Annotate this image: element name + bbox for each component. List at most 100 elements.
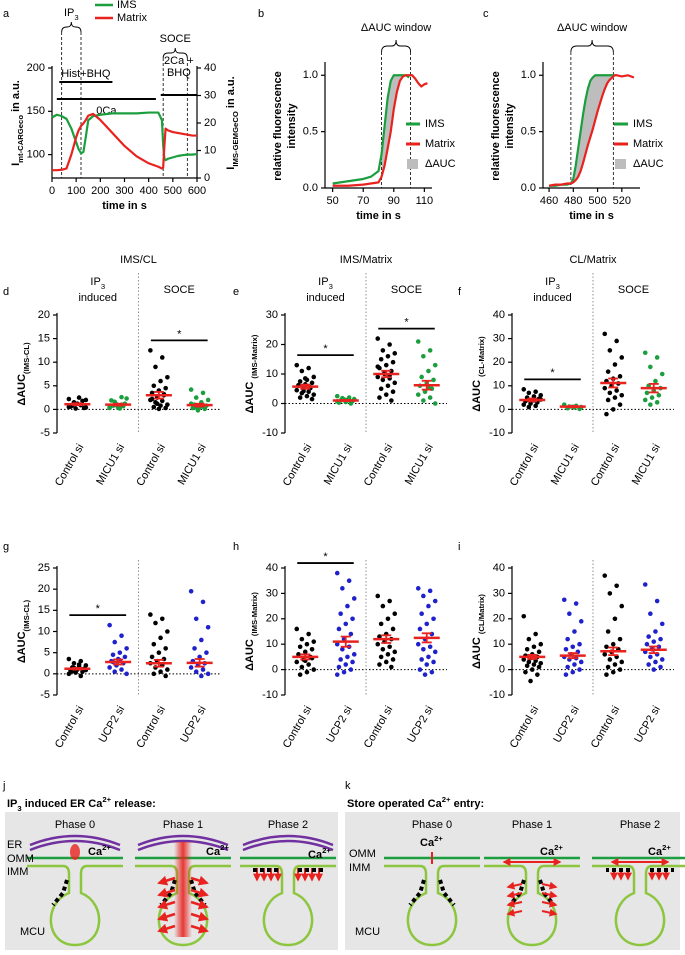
data-point [653, 629, 658, 634]
data-point [351, 596, 357, 601]
membrane-label: OMM [349, 848, 376, 860]
data-point [614, 338, 619, 344]
data-point [387, 598, 392, 604]
window-brace [381, 39, 412, 53]
group-label: SOCE [391, 284, 422, 296]
data-point [159, 355, 165, 360]
data-point [654, 355, 660, 360]
x-axis-label: time in s [569, 210, 614, 222]
ca-arrow [506, 899, 523, 908]
data-point [523, 669, 528, 675]
y2-axis-label: IIMS-GEMGeCO in a.u. [225, 76, 240, 169]
data-point [309, 380, 315, 386]
data-point [427, 644, 433, 650]
y-axis-label-group: relative fluorescence intensity [490, 71, 516, 180]
data-point [651, 667, 657, 672]
data-point [602, 573, 608, 578]
ca-arrow [541, 881, 558, 890]
x-tick-label: 460 [540, 195, 558, 207]
category-label: Control si [362, 442, 396, 488]
data-point [159, 398, 165, 404]
data-point [607, 591, 613, 596]
data-point [387, 342, 392, 347]
legend-label: IMS [425, 118, 445, 130]
data-point [188, 588, 194, 594]
data-point [350, 616, 355, 622]
data-point [76, 662, 82, 667]
data-point [422, 389, 428, 395]
ca-label-part: 2+ [434, 834, 443, 843]
legend-swatch [615, 159, 626, 169]
ca-arrow [506, 908, 523, 917]
data-point [614, 583, 619, 589]
y-tick-label: 15 [38, 604, 50, 616]
y2-axis-label-part: I [225, 167, 237, 170]
data-point [419, 657, 424, 662]
significance-label: * [550, 367, 555, 379]
y2-axis-label-part: IMS-GEMGeCO [231, 111, 240, 167]
y-tick-label: 0.5 [521, 126, 536, 138]
y-tick-label: 40 [204, 62, 216, 74]
significance-label: * [177, 328, 182, 340]
data-point [66, 396, 72, 402]
y2-axis-label-group: IIMS-GEMGeCO in a.u. [225, 76, 240, 169]
data-point [294, 626, 300, 632]
data-point [531, 644, 537, 650]
data-point [422, 672, 428, 677]
y-axis-label: ΔAUC (IMS-Matrix) [244, 334, 259, 413]
data-point [392, 380, 398, 386]
group-label: SOCE [164, 284, 195, 296]
data-point [659, 657, 665, 662]
y-tick-label: 150 [27, 105, 45, 117]
phase-label: Phase 0 [412, 819, 452, 831]
data-point [199, 637, 204, 643]
data-point [572, 629, 577, 634]
ca-label: Ca2+ [308, 846, 331, 861]
panel-letter: b [258, 8, 264, 20]
data-point [348, 631, 354, 637]
data-point [619, 392, 625, 398]
membrane-label: MCU [355, 926, 380, 938]
data-point [529, 667, 535, 672]
group-label-part: 3 [556, 282, 560, 291]
legend-label: IMS [117, 0, 137, 11]
y-axis-label: ΔAUC (IMS-Matrix) [244, 592, 259, 671]
data-point [536, 649, 542, 655]
x-tick-label: 0 [49, 185, 55, 197]
data-point [338, 611, 343, 617]
data-point [390, 389, 396, 395]
y-tick-label: 40 [493, 562, 505, 574]
data-point [340, 586, 345, 591]
ca-label: Ca2+ [88, 843, 111, 858]
ca-label-part: 2+ [554, 843, 563, 852]
y-tick-label: 0.0 [521, 182, 536, 194]
data-point [432, 649, 438, 655]
data-point [66, 671, 72, 677]
category-label: UCP2 si [178, 704, 209, 745]
panel-letter: c [483, 8, 489, 20]
data-point [345, 603, 350, 609]
y-axis-label-group: ΔAUC (CL-Matrix) [471, 336, 486, 412]
y-tick-label: 20 [38, 309, 50, 321]
membrane-label: ER [7, 839, 22, 851]
category-label: Control si [134, 442, 168, 488]
series-line [51, 111, 198, 162]
data-point [429, 669, 435, 675]
y-tick-label: 10 [493, 638, 505, 650]
y-axis-label: relative fluorescence [490, 71, 502, 180]
data-point [299, 664, 305, 670]
panel-letter: a [3, 8, 10, 20]
ca-arrow [190, 923, 209, 934]
data-point [565, 664, 570, 670]
data-point [577, 667, 582, 672]
diagram-title-part: entry: [451, 798, 485, 810]
data-point [612, 362, 618, 367]
data-point [419, 374, 424, 380]
data-point [426, 368, 431, 374]
data-point [297, 395, 303, 400]
data-point [205, 624, 211, 630]
ca-arrow [506, 890, 523, 899]
data-point [521, 657, 527, 662]
y-axis-label-group: ΔAUC(IMS-CL) [16, 342, 31, 406]
